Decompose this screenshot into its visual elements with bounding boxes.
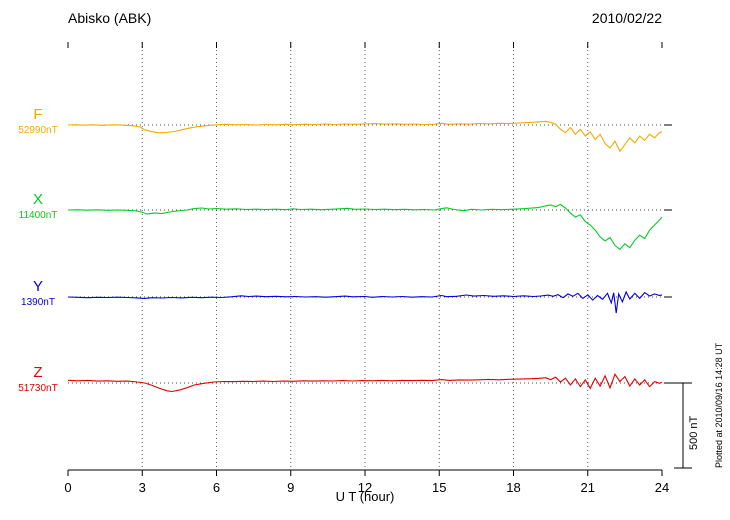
trace-label-Y: Y 1390nT bbox=[8, 279, 68, 308]
x-tick-label: 0 bbox=[64, 480, 71, 495]
trace-baseline-Z: 51730nT bbox=[18, 383, 58, 394]
trace-name-Z: Z bbox=[33, 364, 43, 381]
x-tick-label: 18 bbox=[506, 480, 520, 495]
trace-baseline-Y: 1390nT bbox=[21, 297, 55, 308]
trace-baseline-F: 52990nT bbox=[18, 125, 58, 136]
x-tick-label: 21 bbox=[581, 480, 595, 495]
trace-Z bbox=[67, 372, 663, 393]
x-tick-label: 15 bbox=[432, 480, 446, 495]
x-tick-label: 6 bbox=[213, 480, 220, 495]
plot-date: 2010/02/22 bbox=[591, 10, 662, 26]
x-tick-label: 3 bbox=[139, 480, 146, 495]
trace-X bbox=[67, 203, 663, 251]
trace-name-X: X bbox=[32, 191, 43, 208]
trace-F bbox=[67, 120, 663, 153]
x-tick-label: 24 bbox=[655, 480, 669, 495]
station-title: Abisko (ABK) bbox=[68, 10, 152, 26]
trace-name-Y: Y bbox=[32, 278, 43, 295]
trace-Y bbox=[67, 290, 663, 314]
trace-label-F: F 52990nT bbox=[8, 107, 68, 136]
scale-bar-label: 500 nT bbox=[688, 415, 700, 450]
trace-label-X: X 11400nT bbox=[8, 192, 68, 221]
x-tick-label: 9 bbox=[287, 480, 294, 495]
plotted-at-note: Plotted at 2010/09/16 14:28 UT bbox=[714, 342, 724, 468]
trace-baseline-X: 11400nT bbox=[18, 210, 58, 221]
trace-name-F: F bbox=[33, 106, 43, 123]
x-tick-label: 12 bbox=[358, 480, 372, 495]
x-axis-label: U T (hour) bbox=[335, 489, 395, 504]
trace-label-Z: Z 51730nT bbox=[8, 365, 68, 394]
